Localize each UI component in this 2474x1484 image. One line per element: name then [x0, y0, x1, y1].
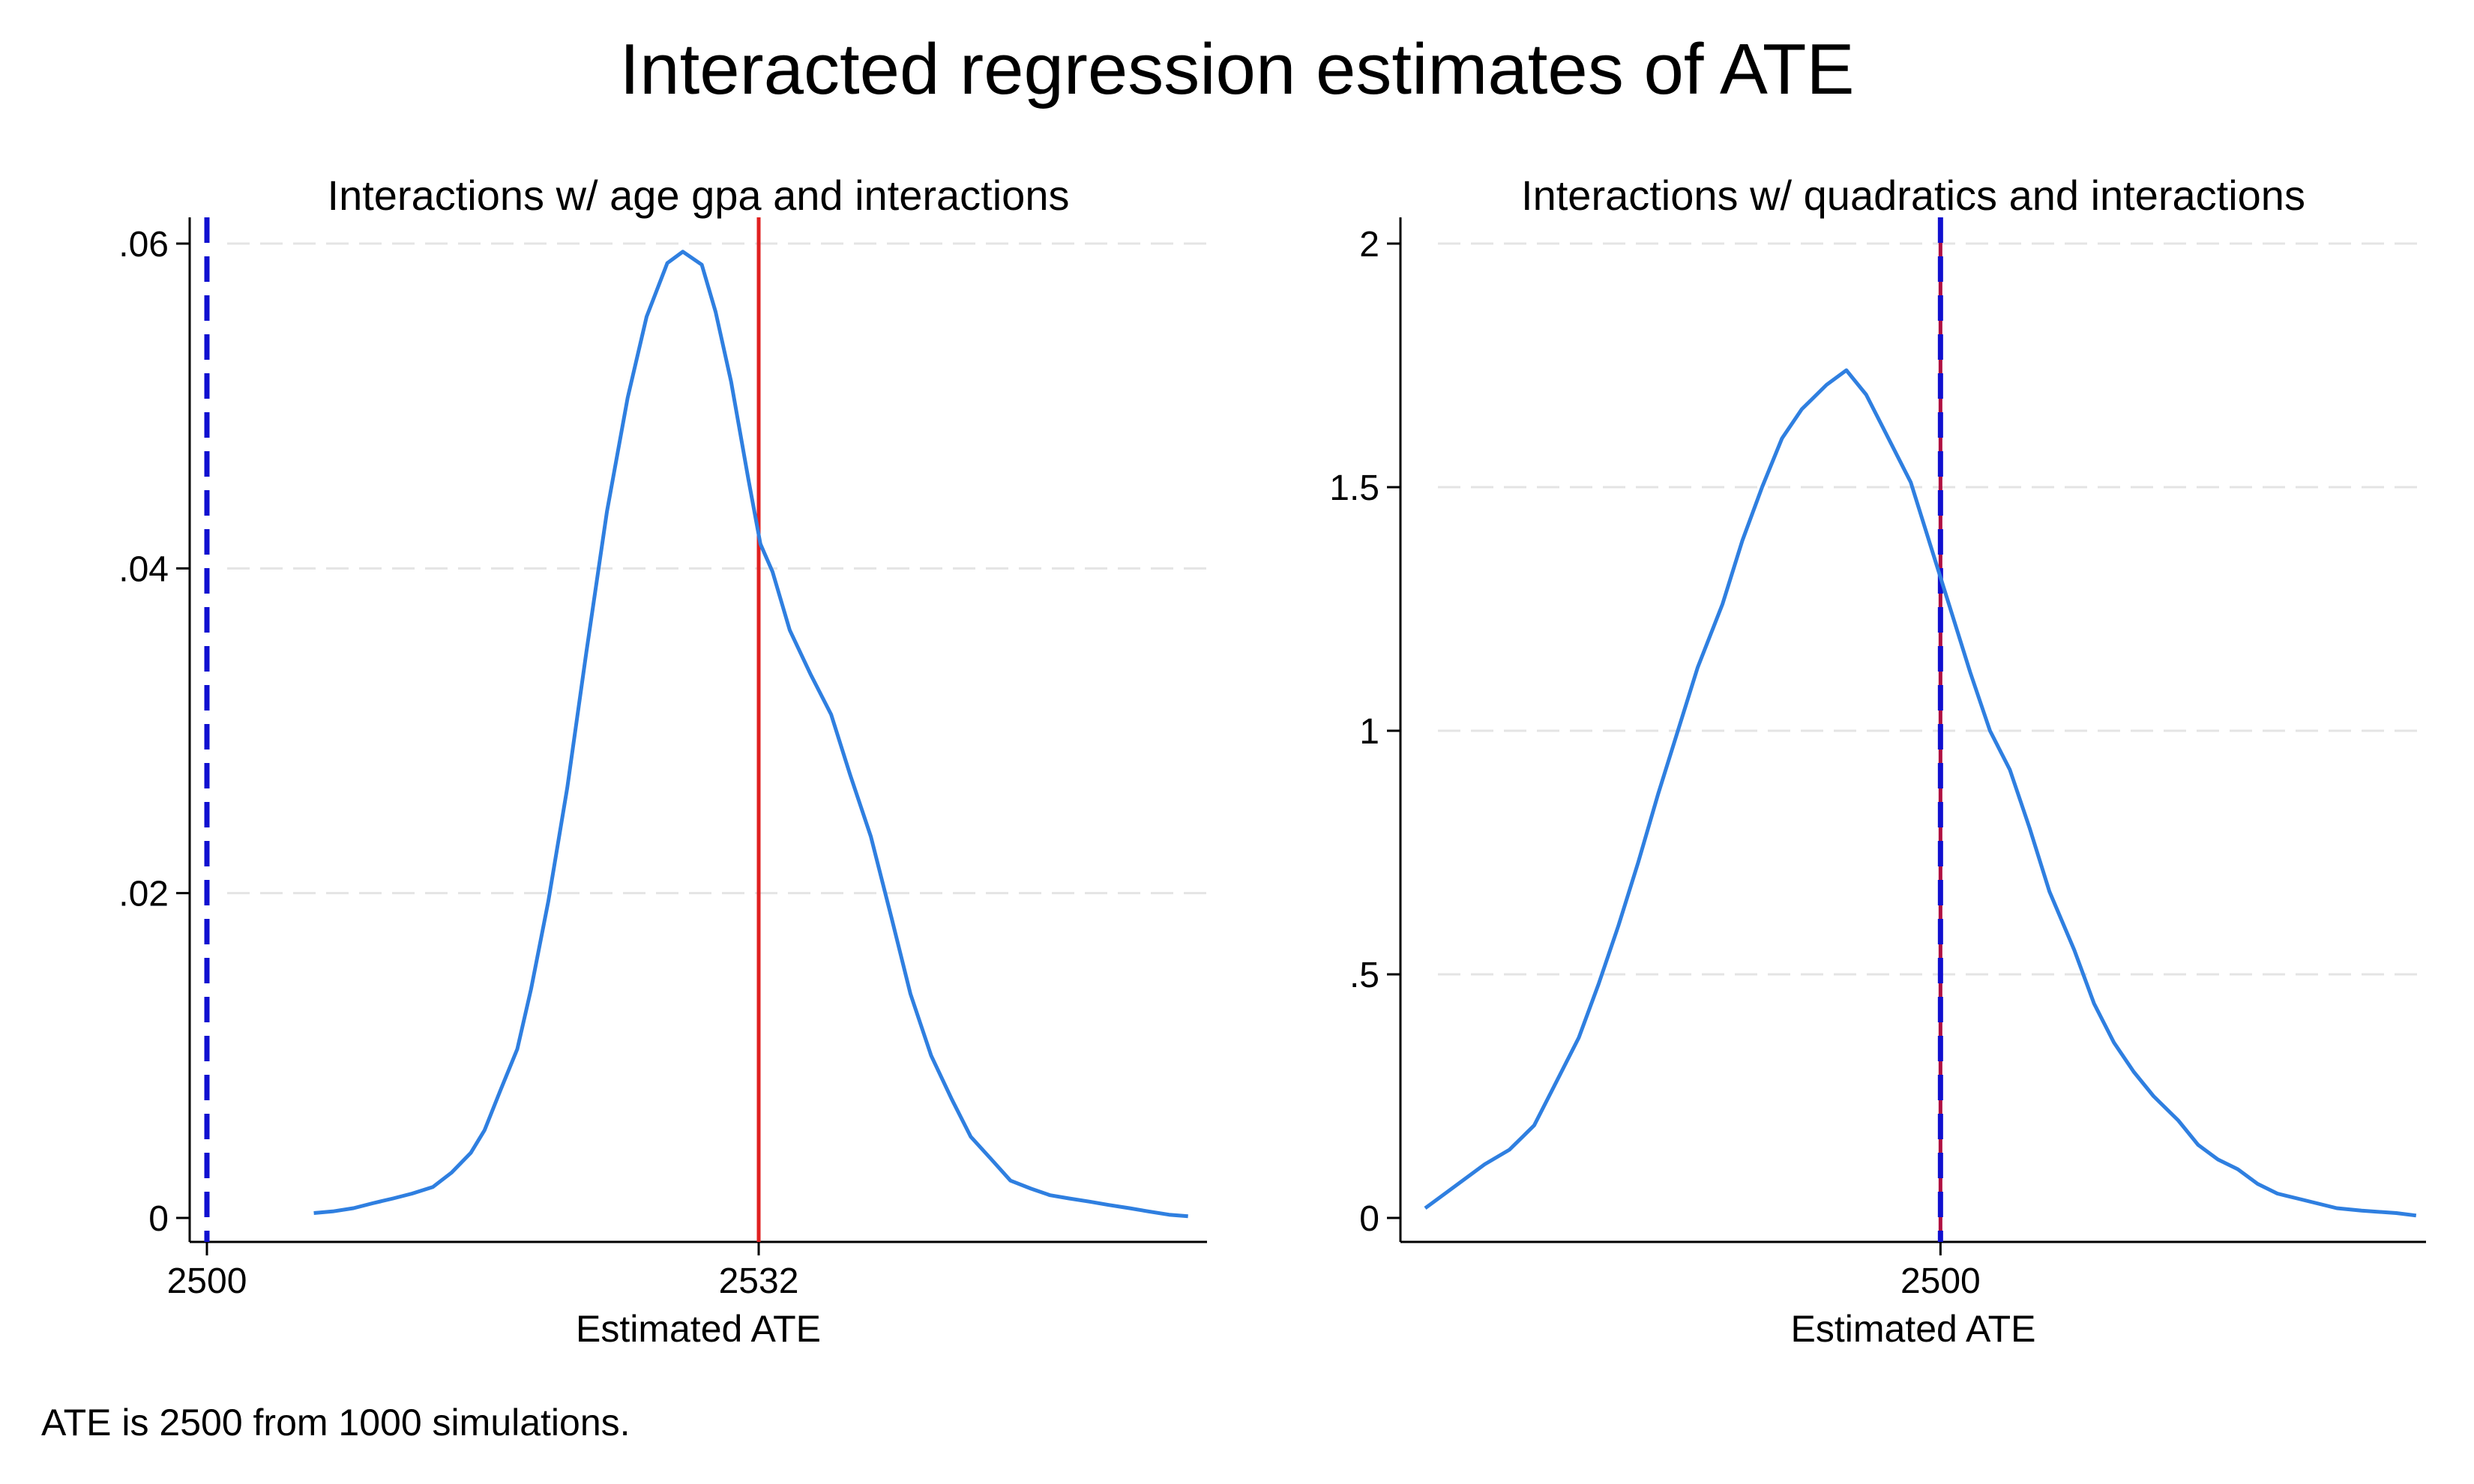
- panel-right-y-tick-label: .5: [1349, 956, 1379, 995]
- panel-left-title: Interactions w/ age gpa and interactions: [328, 172, 1070, 219]
- panel-right-xlabel: Estimated ATE: [1791, 1308, 2036, 1350]
- panel-left-x-tick-label: 2532: [719, 1261, 799, 1301]
- panel-left-y-tick-label: .06: [118, 225, 169, 265]
- panel-left-y-tick-label: 0: [148, 1199, 169, 1239]
- panel-right-y-tick-label: 1: [1359, 712, 1379, 752]
- panel-left-xlabel: Estimated ATE: [576, 1308, 821, 1350]
- panel-right-y-tick-label: 2: [1359, 225, 1379, 265]
- panel-right-density-curve: [1424, 368, 2417, 1218]
- panel-left-density-curve: [313, 250, 1188, 1219]
- figure-note: ATE is 2500 from 1000 simulations.: [41, 1402, 630, 1444]
- panel-left-y-tick-label: .04: [118, 549, 169, 589]
- panel-right: Interactions w/ quadratics and interacti…: [1329, 172, 2426, 1350]
- panel-right-x-tick-label: 2500: [1900, 1261, 1981, 1301]
- panel-right-y-tick-label: 0: [1359, 1199, 1379, 1239]
- panel-left-x-tick-label: 2500: [167, 1261, 247, 1301]
- panel-left: Interactions w/ age gpa and interactions…: [118, 172, 1207, 1350]
- panel-right-title: Interactions w/ quadratics and interacti…: [1521, 172, 2305, 219]
- figure-title: Interacted regression estimates of ATE: [620, 29, 1855, 109]
- panel-left-y-tick-label: .02: [118, 875, 169, 914]
- panel-right-y-tick-label: 1.5: [1329, 468, 1379, 508]
